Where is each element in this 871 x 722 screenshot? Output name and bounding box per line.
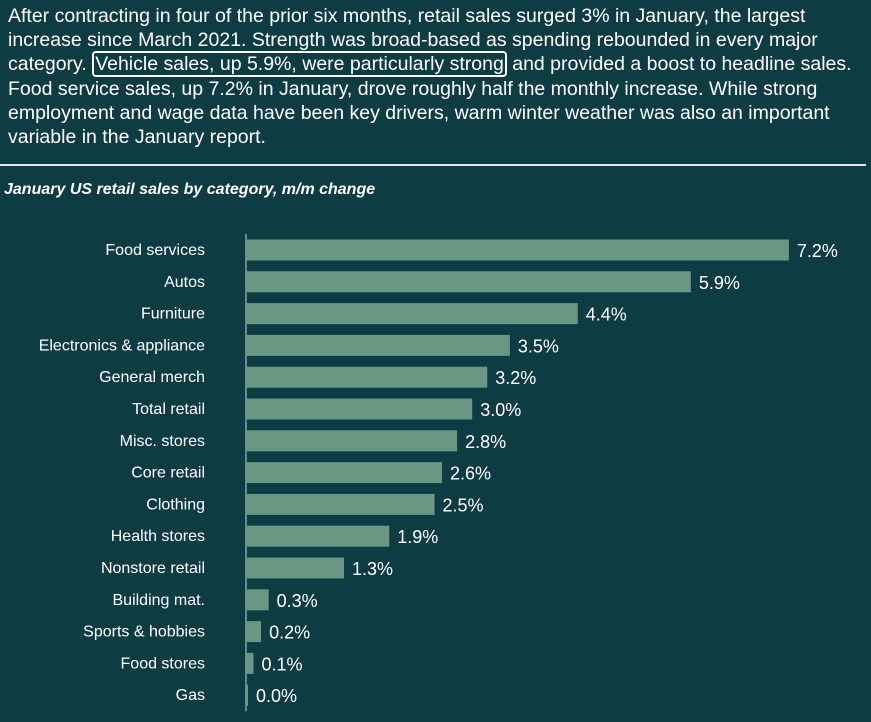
bar: [246, 493, 435, 515]
category-label: Nonstore retail: [101, 560, 205, 577]
bar: [246, 684, 248, 706]
highlighted-text: Vehicle sales, up 5.9%, were particularl…: [92, 51, 507, 78]
value-label: 0.3%: [277, 591, 318, 611]
category-label: Gas: [176, 687, 205, 704]
value-label: 2.6%: [450, 464, 491, 484]
value-label: 7.2%: [797, 241, 838, 261]
bar: [246, 430, 458, 452]
bar: [246, 303, 578, 325]
bar: [246, 398, 473, 420]
bar: [246, 525, 390, 547]
value-label: 3.5%: [518, 336, 559, 356]
bar: [246, 652, 254, 674]
bar: [246, 366, 488, 388]
value-label: 5.9%: [699, 273, 740, 293]
category-label: Food services: [105, 242, 205, 259]
bar: [246, 239, 789, 261]
category-label: Building mat.: [113, 592, 206, 609]
bar-chart: Food services 7.2% Autos 5.9% Furniture 4.4% E…: [39, 234, 838, 712]
value-label: 3.2%: [495, 368, 536, 388]
category-label: Autos: [164, 274, 205, 291]
value-label: 4.4%: [586, 305, 627, 325]
value-label: 2.5%: [443, 495, 484, 515]
value-label: 1.9%: [397, 527, 438, 547]
intro-text-after: and provided a boost to headline sales. …: [8, 53, 852, 149]
intro-text-before: After contracting in four of the prior s…: [8, 5, 818, 76]
bar: [246, 589, 269, 611]
category-label: Core retail: [131, 465, 205, 482]
value-label: 3.0%: [480, 400, 521, 420]
bar: [246, 334, 510, 356]
bar: [246, 557, 345, 579]
section-divider: [0, 164, 866, 166]
category-label: Health stores: [111, 528, 205, 545]
category-label: Electronics & appliance: [39, 337, 205, 354]
value-label: 0.1%: [262, 654, 303, 674]
chart-title: January US retail sales by category, m/m…: [4, 181, 376, 198]
value-label: 0.2%: [269, 623, 310, 643]
bar: [246, 462, 443, 484]
category-label: Total retail: [132, 401, 205, 418]
category-label: Clothing: [146, 496, 205, 513]
bar: [246, 621, 262, 643]
value-label: 1.3%: [352, 559, 393, 579]
bar: [246, 271, 691, 293]
category-label: Furniture: [141, 306, 205, 323]
category-label: Food stores: [121, 655, 205, 672]
category-label: General merch: [99, 369, 205, 386]
category-label: Sports & hobbies: [83, 624, 205, 641]
value-label: 0.0%: [256, 686, 297, 706]
value-label: 2.8%: [465, 432, 506, 452]
intro-paragraph: After contracting in four of the prior s…: [8, 4, 868, 149]
category-label: Misc. stores: [120, 433, 205, 450]
